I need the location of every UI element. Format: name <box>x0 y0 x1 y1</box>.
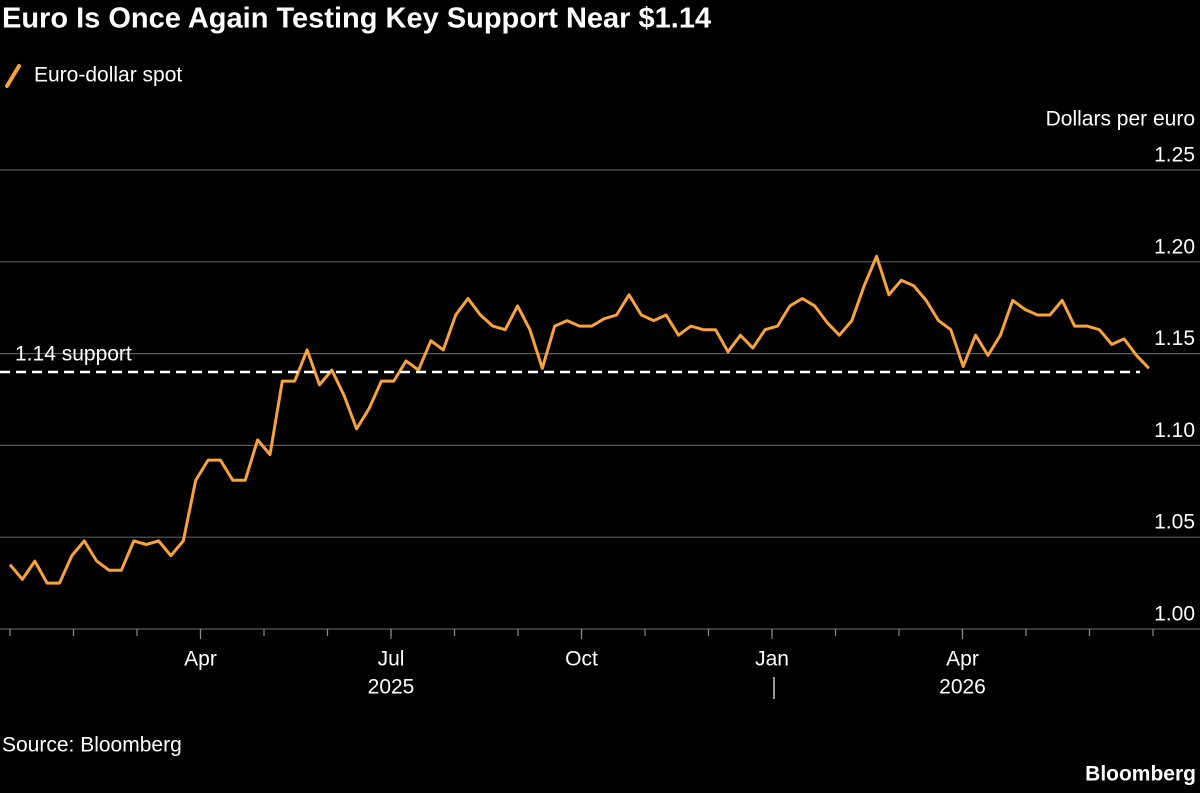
x-tick-label: Oct <box>565 648 598 671</box>
y-tick-label: 1.20 <box>1154 235 1195 258</box>
source: Source: Bloomberg <box>2 734 182 757</box>
y-tick-label: 1.15 <box>1154 327 1195 350</box>
support-label: 1.14 support <box>15 343 132 366</box>
y-tick-label: 1.00 <box>1154 603 1195 626</box>
x-tick-label: Apr <box>184 648 217 671</box>
series-line <box>8 254 1150 585</box>
y-axis-label: Dollars per euro <box>1046 108 1195 131</box>
brand: Bloomberg <box>1085 763 1196 786</box>
year-label: 2026 <box>939 676 986 699</box>
y-tick-label: 1.25 <box>1154 144 1195 167</box>
y-tick-label: 1.05 <box>1154 511 1195 534</box>
legend-label: Euro-dollar spot <box>34 64 182 87</box>
x-tick-label: Jan <box>755 648 789 671</box>
y-tick-label: 1.10 <box>1154 419 1195 442</box>
legend-swatch <box>5 64 21 88</box>
year-label: 2025 <box>368 676 415 699</box>
x-tick-label: Apr <box>946 648 979 671</box>
chart-title: Euro Is Once Again Testing Key Support N… <box>2 3 711 35</box>
x-tick-label: Jul <box>378 648 405 671</box>
